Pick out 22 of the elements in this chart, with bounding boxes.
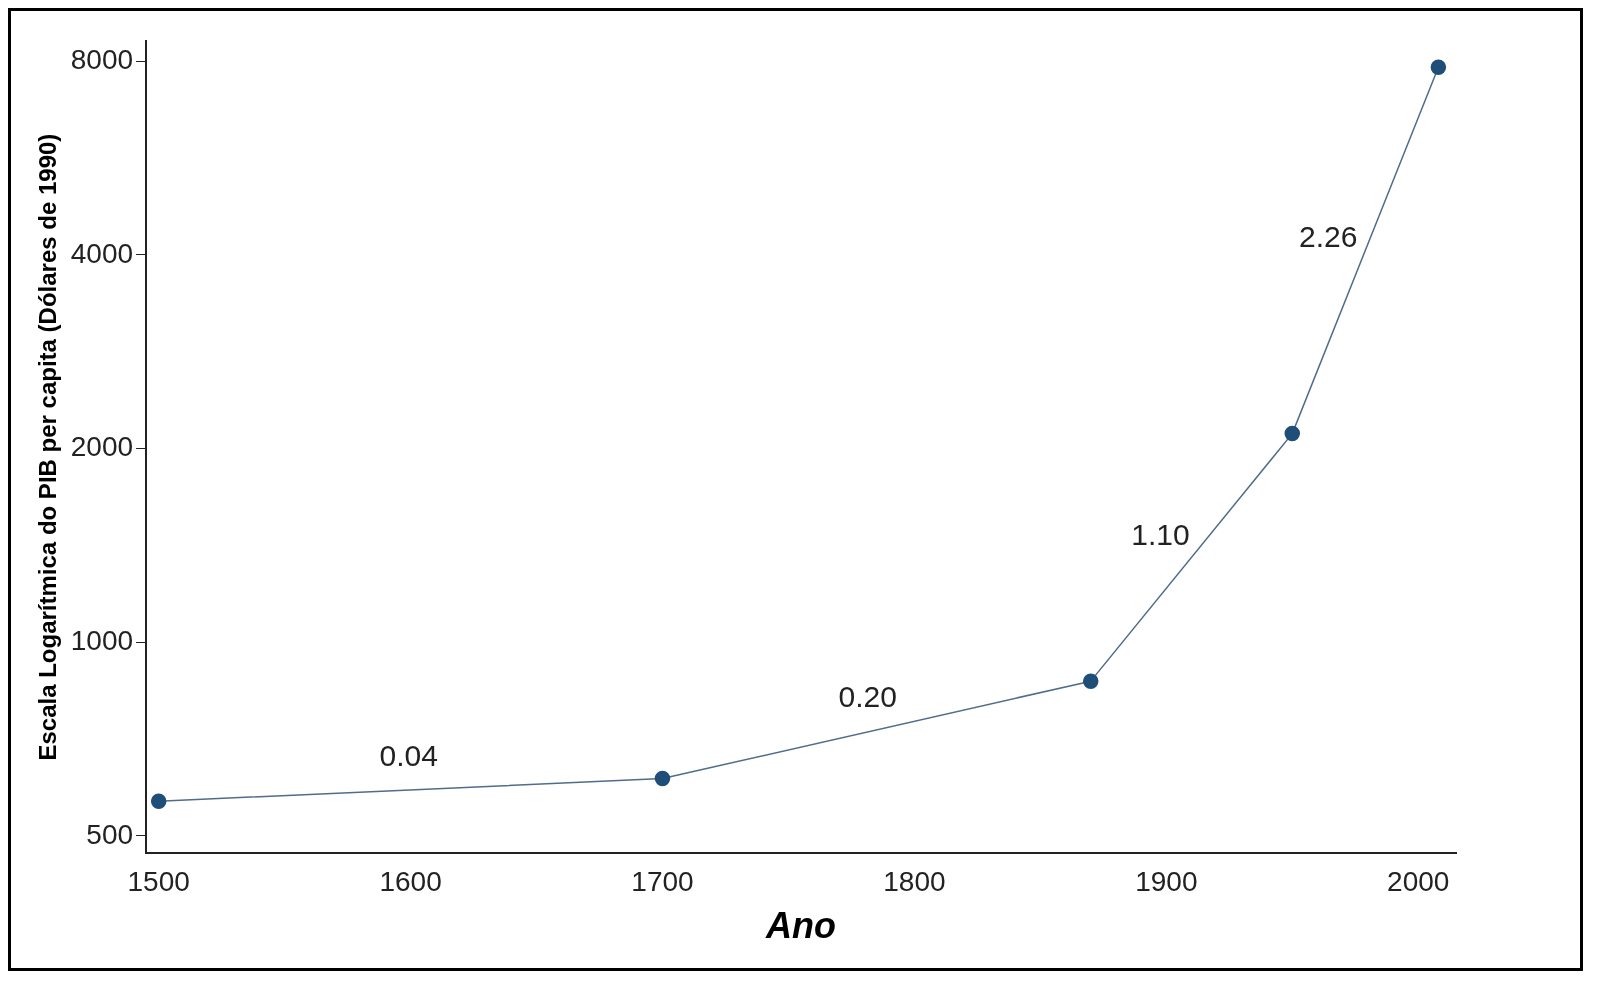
point: [1082, 673, 1099, 689]
point: [1430, 59, 1447, 75]
x-tick-label: 2000: [1387, 865, 1450, 897]
x-tick-label: 1800: [883, 865, 946, 897]
y-tick-label: 4000: [70, 237, 134, 269]
x-tick-label: 1600: [379, 865, 442, 897]
x-tick-label: 1700: [631, 865, 694, 897]
point: [150, 793, 167, 810]
point: [1284, 425, 1301, 442]
y-tick-label: 2000: [70, 431, 134, 463]
annotation: 2.26: [1298, 219, 1358, 253]
x-tick-label: 1500: [127, 865, 190, 897]
y-tick-label: 1000: [70, 624, 134, 656]
annotation: 0.20: [838, 679, 897, 713]
y-tick-label: 500: [86, 818, 134, 850]
annotation: 1.10: [1131, 518, 1190, 552]
annotation: 0.04: [379, 739, 438, 773]
x-axis-title: Ano: [765, 905, 837, 947]
y-axis-title: Escala Logarítmica do PIB per capita (Dólares de 1990): [34, 133, 62, 761]
point: [654, 770, 671, 787]
x-tick-label: 1900: [1135, 865, 1198, 897]
y-tick-label: 8000: [70, 43, 134, 75]
